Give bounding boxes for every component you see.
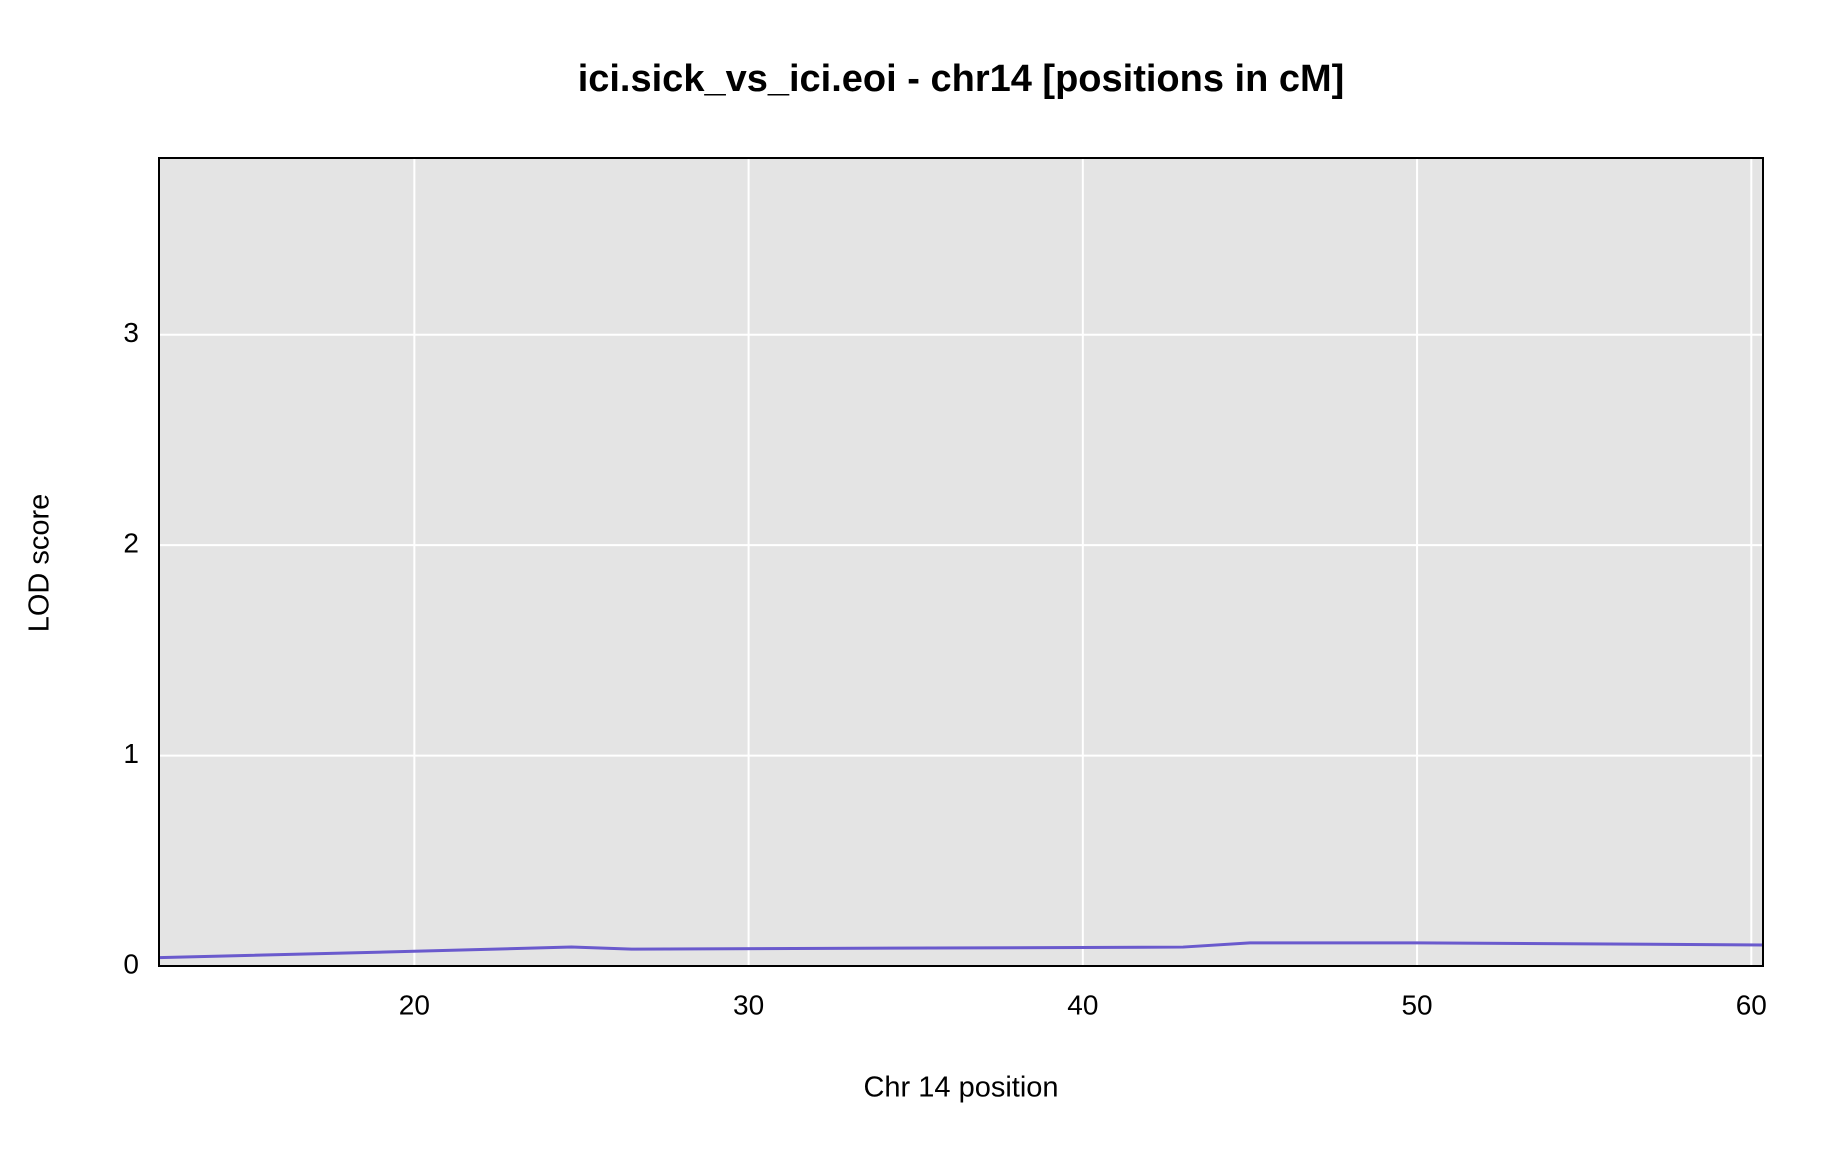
- chart-title: ici.sick_vs_ici.eoi - chr14 [positions i…: [578, 58, 1345, 100]
- plot-background: [159, 158, 1763, 966]
- x-tick-label: 60: [1736, 989, 1767, 1020]
- y-tick-label: 3: [123, 317, 139, 348]
- x-tick-label: 40: [1067, 989, 1098, 1020]
- marks: [158, 941, 1764, 960]
- y-axis-label: LOD score: [24, 494, 56, 633]
- y-tick-label: 2: [123, 528, 139, 559]
- y-tick-label: 0: [123, 948, 139, 979]
- x-tick-label: 50: [1401, 989, 1432, 1020]
- y-tick-label: 1: [123, 738, 139, 769]
- plot-frame: [158, 157, 1764, 967]
- x-tick-label: 30: [733, 989, 764, 1020]
- lod-line: [158, 941, 1764, 960]
- x-axis-label: Chr 14 position: [863, 1072, 1058, 1104]
- x-tick-label: 20: [399, 989, 430, 1020]
